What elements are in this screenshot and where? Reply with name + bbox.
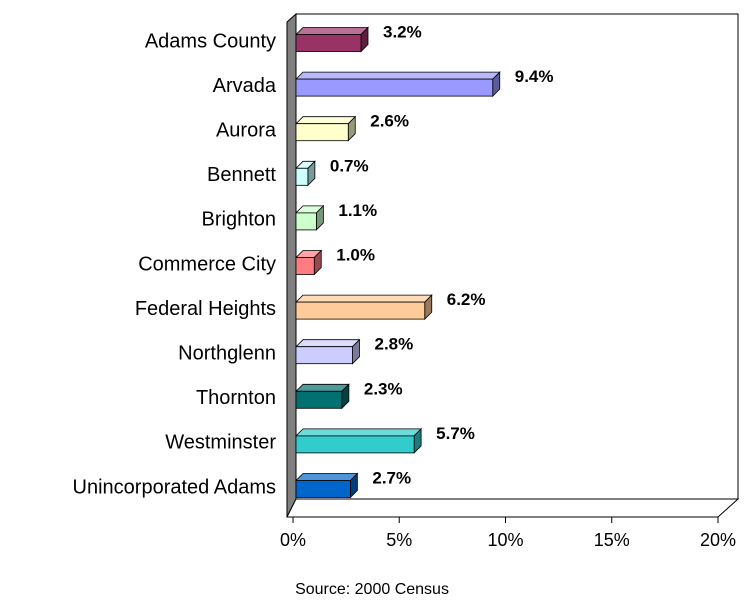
y-tick-label: Adams County [145, 30, 276, 52]
source-note: Source: 2000 Census [295, 581, 449, 598]
bar [295, 123, 349, 142]
bar-top [295, 339, 361, 348]
data-label: 1.1% [338, 201, 377, 220]
x-tick-label: 20% [700, 530, 736, 550]
y-tick-label: Commerce City [138, 253, 276, 275]
y-tick-label: Westminster [165, 432, 276, 454]
bar [295, 435, 415, 454]
y-tick-label: Aurora [216, 119, 277, 141]
data-label: 0.7% [330, 156, 369, 175]
y-tick-label: Arvada [213, 75, 277, 97]
bar [295, 346, 353, 365]
bar-top [295, 71, 501, 80]
data-label: 5.7% [436, 424, 475, 443]
bar [295, 480, 351, 498]
bar [295, 390, 343, 409]
x-tick-label: 0% [280, 530, 306, 550]
data-label: 6.2% [447, 290, 486, 309]
bar-top [295, 428, 423, 437]
y-tick-label: Brighton [202, 209, 277, 231]
bar [295, 167, 309, 186]
floor [286, 498, 740, 518]
bar-top [295, 383, 350, 392]
x-tick-label: 5% [386, 530, 412, 550]
x-tick-label: 15% [594, 530, 630, 550]
y-tick-label: Thornton [196, 387, 276, 409]
bar-top [295, 294, 433, 303]
bar [295, 257, 315, 275]
bar-top [295, 27, 369, 35]
y-tick-label: Federal Heights [135, 298, 276, 320]
bar [295, 301, 426, 320]
bar [295, 212, 317, 231]
side-wall [286, 12, 297, 518]
data-label: 2.8% [375, 335, 414, 354]
y-tick-label: Northglenn [178, 342, 276, 364]
bar [295, 34, 362, 52]
bar [295, 78, 494, 97]
data-label: 2.7% [372, 468, 411, 487]
data-label: 2.3% [364, 379, 403, 398]
data-label: 1.0% [336, 245, 375, 264]
data-label: 3.2% [383, 22, 422, 41]
bar-top [295, 116, 357, 125]
data-label: 9.4% [515, 67, 554, 86]
x-tick-label: 10% [487, 530, 523, 550]
y-tick-label: Unincorporated Adams [73, 476, 276, 498]
data-label: 2.6% [370, 112, 409, 131]
bar-top [295, 473, 359, 481]
y-tick-label: Bennett [207, 164, 276, 186]
